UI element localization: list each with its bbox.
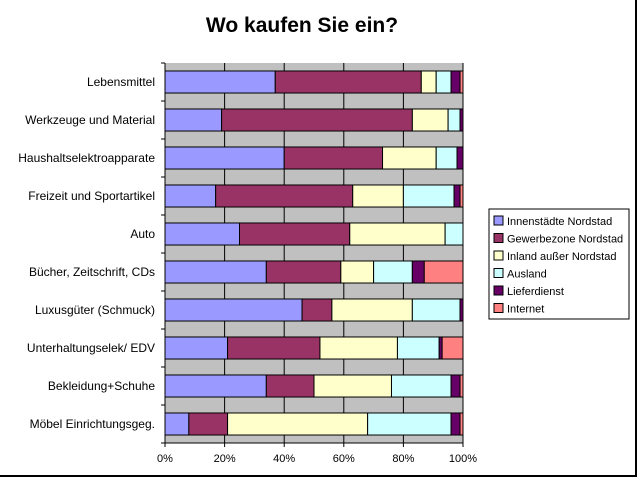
legend-label: Inland außer Nordstad [507,251,616,263]
bar-segment [459,298,464,322]
legend [488,208,630,320]
bar-segment [435,146,458,170]
x-tick-label: 40% [273,453,295,465]
bar-segment [301,298,333,322]
bar-segment [459,412,464,436]
bar-segment [188,412,229,436]
category-label: Bekleidung+Schuhe [48,379,155,393]
legend-label: Ausland [507,269,547,281]
bar-segment [444,222,464,246]
bar-segment [274,70,422,94]
bar-segment [265,374,315,398]
bar-segment [349,222,446,246]
bar-segment [390,374,452,398]
bar-segment [164,412,190,436]
bar-segment [265,260,342,284]
bar-segment [352,184,404,208]
bar-segment [331,298,413,322]
bar-segment [164,260,267,284]
bar-segment [164,298,303,322]
legend-label: Lieferdienst [507,286,564,298]
category-label: Möbel Einrichtungsgeg. [30,417,155,431]
x-tick-label: 80% [392,453,414,465]
bar-segment [340,260,375,284]
bar-segment [215,184,354,208]
category-label: Lebensmittel [87,75,155,89]
bar-segment [227,336,321,360]
legend-swatch [493,215,504,226]
bar-segment [450,412,461,436]
legend-swatch [493,233,504,243]
legend-label: Gewerbezone Nordstad [507,234,623,246]
bar-segment [459,374,464,398]
bar-segment [447,108,461,132]
bar-segment [459,108,464,132]
bar-segment [450,374,461,398]
legend-label: Innenstädte Nordstad [507,216,612,228]
bar-segment [459,70,464,94]
bar-segment [367,412,452,436]
bar-segment [319,336,398,360]
bar-segment [239,222,351,246]
bar-segment [164,108,223,132]
bar-segment [164,222,240,246]
category-label: Unterhaltungselek/ EDV [27,341,155,355]
bar-segment [459,184,464,208]
category-label: Auto [130,227,155,241]
legend-swatch [493,285,504,296]
bar-segment [435,70,452,94]
category-label: Werkzeuge und Material [25,113,155,127]
bar-segment [164,374,267,398]
bar-segment [221,108,413,132]
category-label: Freizeit und Sportartikel [28,189,155,203]
bar-segment [411,260,425,284]
category-label: Haushaltselektroapparate [18,151,155,165]
x-tick-label: 20% [214,453,236,465]
bar-segment [441,336,464,360]
bar-segment [373,260,413,284]
bar-segment [456,146,464,170]
bar-segment [411,298,461,322]
bar-segment [227,412,369,436]
bar-segment [164,70,276,94]
category-label: Bücher, Zeitschrift, CDs [29,265,155,279]
bar-segment [423,260,464,284]
x-tick-label: 0% [157,453,173,465]
bar-segment [283,146,384,170]
legend-label: Internet [507,304,544,316]
bar-segment [453,184,461,208]
category-label: Luxusgüter (Schmuck) [35,303,155,317]
legend-swatch [493,250,504,261]
bar-segment [164,184,217,208]
bar-segment [164,146,285,170]
bar-segment [411,108,449,132]
bar-segment [450,70,461,94]
bar-segment [420,70,437,94]
legend-swatch [493,303,504,313]
bar-segment [164,336,229,360]
chart-title: Wo kaufen Sie ein? [205,14,399,37]
x-tick-label: 100% [449,453,477,465]
bar-segment [313,374,392,398]
bar-segment [382,146,437,170]
legend-swatch [493,268,504,278]
bar-segment [396,336,440,360]
bar-segment [402,184,455,208]
x-tick-label: 60% [333,453,355,465]
